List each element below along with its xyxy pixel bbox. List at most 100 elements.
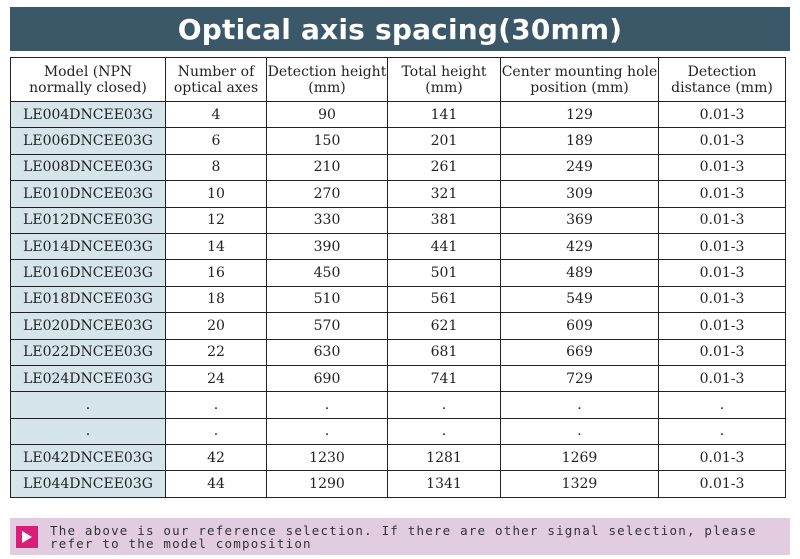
value-cell: 1230 — [266, 444, 388, 472]
value-cell: 450 — [266, 259, 388, 287]
value-cell: . — [658, 417, 786, 446]
value-cell: . — [387, 417, 501, 446]
model-cell: LE022DNCEE03G — [10, 338, 166, 366]
value-cell: 270 — [266, 180, 388, 208]
table-row: LE024DNCEE03G 24 690 741 729 0.01-3 — [10, 364, 786, 393]
value-cell: 0.01-3 — [658, 180, 786, 208]
value-cell: 14 — [165, 232, 267, 261]
value-cell: 609 — [500, 312, 659, 340]
value-cell: 8 — [165, 153, 267, 182]
table-row: LE008DNCEE03G 8 210 261 249 0.01-3 — [10, 153, 786, 182]
value-cell: . — [165, 417, 267, 446]
value-cell: . — [658, 391, 786, 419]
value-cell: 0.01-3 — [658, 312, 786, 340]
value-cell: 690 — [266, 364, 388, 393]
value-cell: 510 — [266, 285, 388, 314]
value-cell: 4 — [165, 100, 267, 129]
play-arrow-icon — [16, 525, 38, 548]
model-cell: LE042DNCEE03G — [10, 444, 166, 472]
value-cell: 621 — [387, 312, 501, 340]
header-model: Model (NPN normally closed) — [10, 57, 166, 102]
value-cell: 741 — [387, 364, 501, 393]
table-row: LE020DNCEE03G 20 570 621 609 0.01-3 — [10, 312, 786, 340]
table-row: LE044DNCEE03G 44 1290 1341 1329 0.01-3 — [10, 470, 786, 498]
value-cell: 390 — [266, 232, 388, 261]
value-cell: 570 — [266, 312, 388, 340]
value-cell: . — [500, 417, 659, 446]
model-cell: . — [10, 417, 166, 446]
model-cell: LE044DNCEE03G — [10, 470, 166, 498]
value-cell: 309 — [500, 180, 659, 208]
note-text: The above is our reference selection. If… — [50, 522, 757, 551]
header-mounting-hole: Center mounting hole position (mm) — [500, 57, 659, 102]
header-total-height: Total height (mm) — [387, 57, 501, 102]
value-cell: 1341 — [387, 470, 501, 498]
value-cell: 381 — [387, 206, 501, 234]
value-cell: 330 — [266, 206, 388, 234]
value-cell: 0.01-3 — [658, 153, 786, 182]
model-cell: LE020DNCEE03G — [10, 312, 166, 340]
page-title: Optical axis spacing(30mm) — [177, 12, 623, 46]
value-cell: 1290 — [266, 470, 388, 498]
table-row: LE006DNCEE03G 6 150 201 189 0.01-3 — [10, 127, 786, 155]
value-cell: 669 — [500, 338, 659, 366]
table-header-row: Model (NPN normally closed) Number of op… — [10, 57, 786, 102]
model-cell: LE016DNCEE03G — [10, 259, 166, 287]
table-row: LE022DNCEE03G 22 630 681 669 0.01-3 — [10, 338, 786, 366]
value-cell: . — [500, 391, 659, 419]
value-cell: 150 — [266, 127, 388, 155]
value-cell: 249 — [500, 153, 659, 182]
value-cell: 0.01-3 — [658, 259, 786, 287]
value-cell: 501 — [387, 259, 501, 287]
model-cell: LE006DNCEE03G — [10, 127, 166, 155]
header-detection-distance: Detection distance (mm) — [658, 57, 786, 102]
value-cell: . — [165, 391, 267, 419]
table-row: LE042DNCEE03G 42 1230 1281 1269 0.01-3 — [10, 444, 786, 472]
value-cell: 321 — [387, 180, 501, 208]
value-cell: 0.01-3 — [658, 364, 786, 393]
value-cell: 129 — [500, 100, 659, 129]
value-cell: 561 — [387, 285, 501, 314]
model-cell: LE014DNCEE03G — [10, 232, 166, 261]
value-cell: 1281 — [387, 444, 501, 472]
value-cell: 141 — [387, 100, 501, 129]
value-cell: 441 — [387, 232, 501, 261]
value-cell: . — [266, 391, 388, 419]
value-cell: 729 — [500, 364, 659, 393]
value-cell: 90 — [266, 100, 388, 129]
model-cell: LE024DNCEE03G — [10, 364, 166, 393]
value-cell: 20 — [165, 312, 267, 340]
header-optical-axes: Number of optical axes — [165, 57, 267, 102]
value-cell: 44 — [165, 470, 267, 498]
value-cell: 10 — [165, 180, 267, 208]
note-bar: The above is our reference selection. If… — [10, 518, 790, 555]
value-cell: 549 — [500, 285, 659, 314]
value-cell: 0.01-3 — [658, 100, 786, 129]
title-banner: Optical axis spacing(30mm) — [10, 7, 790, 51]
value-cell: 489 — [500, 259, 659, 287]
value-cell: 630 — [266, 338, 388, 366]
value-cell: 18 — [165, 285, 267, 314]
model-cell: LE018DNCEE03G — [10, 285, 166, 314]
table-row: LE018DNCEE03G 18 510 561 549 0.01-3 — [10, 285, 786, 314]
model-cell: LE010DNCEE03G — [10, 180, 166, 208]
value-cell: 0.01-3 — [658, 338, 786, 366]
value-cell: . — [387, 391, 501, 419]
spec-table: Model (NPN normally closed) Number of op… — [10, 57, 786, 498]
value-cell: 0.01-3 — [658, 127, 786, 155]
table-row: LE016DNCEE03G 16 450 501 489 0.01-3 — [10, 259, 786, 287]
value-cell: . — [266, 417, 388, 446]
model-cell: LE004DNCEE03G — [10, 100, 166, 129]
model-cell: LE012DNCEE03G — [10, 206, 166, 234]
value-cell: 16 — [165, 259, 267, 287]
value-cell: 12 — [165, 206, 267, 234]
model-cell: LE008DNCEE03G — [10, 153, 166, 182]
value-cell: 189 — [500, 127, 659, 155]
table-row: LE012DNCEE03G 12 330 381 369 0.01-3 — [10, 206, 786, 234]
value-cell: 0.01-3 — [658, 444, 786, 472]
model-cell: . — [10, 391, 166, 419]
value-cell: 0.01-3 — [658, 232, 786, 261]
value-cell: 24 — [165, 364, 267, 393]
value-cell: 0.01-3 — [658, 206, 786, 234]
value-cell: 201 — [387, 127, 501, 155]
